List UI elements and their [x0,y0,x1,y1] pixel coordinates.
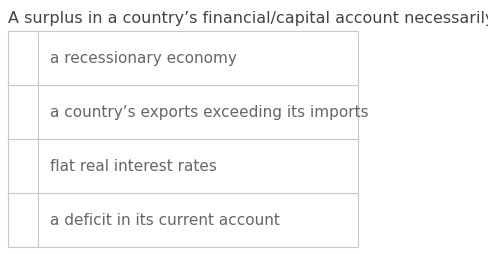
Text: a recessionary economy: a recessionary economy [50,51,236,66]
Text: A surplus in a country’s financial/capital account necessarily means: A surplus in a country’s financial/capit… [8,11,488,26]
Text: a country’s exports exceeding its imports: a country’s exports exceeding its import… [50,105,368,120]
Text: flat real interest rates: flat real interest rates [50,159,217,174]
Bar [8,32,357,247]
Text: a deficit in its current account: a deficit in its current account [50,213,279,228]
